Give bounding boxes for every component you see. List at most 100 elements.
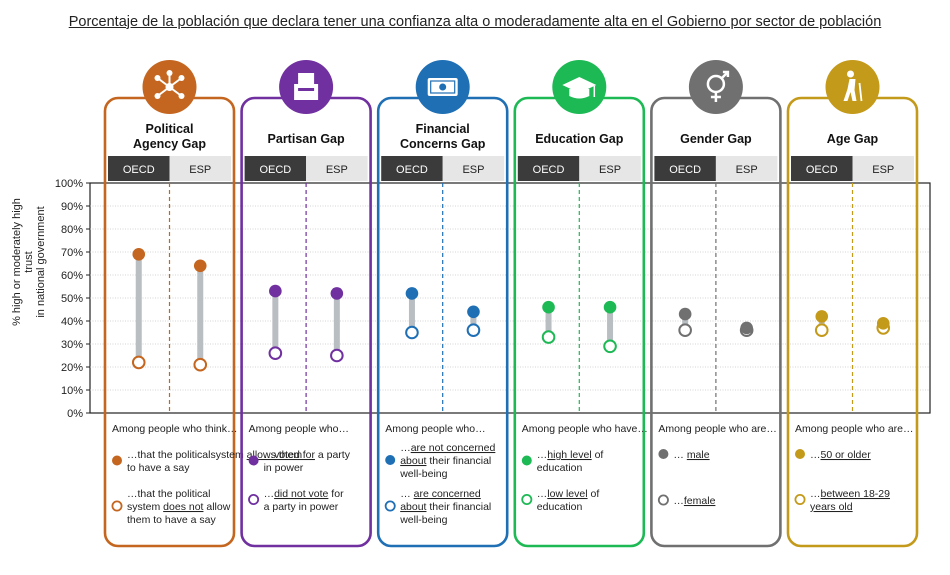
- panel-title: Partisan Gap: [268, 132, 345, 146]
- icon-node: [154, 75, 161, 81]
- header-label: OECD: [533, 164, 565, 176]
- header-oecd: [108, 156, 170, 181]
- legend-intro: Among people who are…: [795, 423, 914, 435]
- panel-title: Age Gap: [827, 132, 879, 146]
- legend-text-segment: for: [328, 488, 344, 500]
- legend-text: …are not concerned: [400, 442, 495, 454]
- dumbbell-oecd: [268, 284, 283, 361]
- legend-marker: [521, 455, 532, 466]
- header-label: ESP: [189, 164, 211, 176]
- legend-text: education: [537, 462, 583, 474]
- high-point: [330, 287, 344, 300]
- legend-text-segment: are not concerned: [411, 442, 496, 454]
- header-esp: [715, 156, 778, 181]
- dumbbell-oecd: [131, 248, 146, 370]
- high-point: [193, 259, 207, 273]
- panel-4: Education Gap OECD ESP Among people who hav…: [513, 60, 648, 548]
- legend-marker: [112, 455, 122, 466]
- legend-intro: Among people who…: [249, 423, 349, 435]
- legend-text-segment: education: [537, 501, 583, 513]
- legend-text: …between 18-29: [810, 488, 890, 500]
- legend-text-segment: …that the political: [127, 449, 210, 461]
- legend-text-segment: education: [537, 462, 583, 474]
- legend-text: about their financial: [400, 455, 491, 467]
- legend-text: …that the political: [127, 488, 210, 500]
- legend-text: years old: [810, 501, 853, 513]
- icon-node: [166, 70, 173, 76]
- legend-text-segment: are concerned: [414, 488, 481, 500]
- legend-text-segment: voted for: [274, 449, 315, 461]
- icon-ballot: [298, 73, 315, 84]
- y-tick-label: 0%: [67, 408, 83, 420]
- y-tick-label: 50%: [61, 293, 83, 305]
- header-esp: [442, 156, 505, 181]
- icon-node: [178, 93, 185, 99]
- dumbbell-esp: [739, 321, 754, 338]
- high-point: [405, 287, 419, 300]
- banknote-icon: [427, 78, 458, 96]
- dumbbell-esp: [330, 287, 344, 363]
- legend-marker: [521, 493, 533, 505]
- legend-text: …50 or older: [810, 449, 871, 461]
- y-tick-label: 70%: [61, 247, 83, 259]
- legend-text: to have a say: [127, 462, 190, 474]
- legend-intro: Among people who think…: [112, 423, 238, 435]
- legend-text: about their financial: [400, 501, 491, 513]
- high-point: [603, 300, 617, 314]
- header-label: ESP: [872, 164, 894, 176]
- legend-text-segment: did not vote: [274, 488, 328, 500]
- header-oecd: [244, 156, 307, 181]
- panel-title-line: Political: [146, 122, 194, 136]
- legend-text: education: [537, 501, 583, 513]
- legend-text: well-being: [399, 514, 447, 526]
- high-point: [876, 317, 890, 330]
- icon-box: [294, 84, 319, 100]
- dumbbell-esp: [603, 300, 617, 354]
- y-tick-label: 60%: [61, 270, 83, 282]
- legend-marker: [248, 455, 259, 466]
- header-esp: [169, 156, 231, 181]
- legend-text-segment: their financial: [426, 501, 491, 513]
- legend-text-segment: them: [276, 449, 303, 461]
- panel-title-line: Concerns Gap: [400, 137, 486, 151]
- legend-item-low: …that the politicalsystem does not allow…: [111, 488, 231, 526]
- legend-marker: [248, 493, 260, 505]
- chart-title: Porcentaje de la población que declara t…: [68, 14, 882, 30]
- legend-text-segment: their financial: [426, 455, 491, 467]
- legend-text: … are concerned: [400, 488, 481, 500]
- legend-text-segment: allow: [203, 501, 230, 513]
- legend-marker: [384, 500, 396, 512]
- legend-text: them to have a say: [127, 514, 216, 526]
- icon-head: [847, 70, 854, 78]
- legend-text-segment: system: [210, 449, 246, 461]
- legend-text: …did not vote for: [264, 488, 344, 500]
- legend-text-segment: …: [673, 449, 686, 461]
- legend-text: …low level of: [537, 488, 600, 500]
- legend-text-segment: 50 or older: [821, 449, 872, 461]
- low-point: [268, 346, 283, 361]
- legend-text-segment: …: [810, 488, 821, 500]
- legend-text-segment: of: [588, 488, 600, 500]
- header-oecd: [654, 156, 716, 181]
- y-tick-label: 30%: [61, 339, 83, 351]
- legend-intro: Among people who have…: [522, 423, 648, 435]
- legend-text: well-being: [399, 468, 447, 480]
- dumbbell-oecd: [678, 307, 692, 338]
- legend-text: …voted for a party: [264, 449, 351, 461]
- header-esp: [852, 156, 914, 181]
- low-point: [193, 357, 208, 372]
- header-oecd: [517, 156, 580, 181]
- legend-text-segment: …: [537, 488, 548, 500]
- panel-5: Gender Gap OECD ESP Among people who are… … …: [650, 60, 782, 548]
- legend-text-segment: well-being: [399, 514, 447, 526]
- dumbbell-oecd: [814, 310, 829, 338]
- legend-text: in power: [264, 462, 304, 474]
- y-tick-label: 20%: [61, 362, 83, 374]
